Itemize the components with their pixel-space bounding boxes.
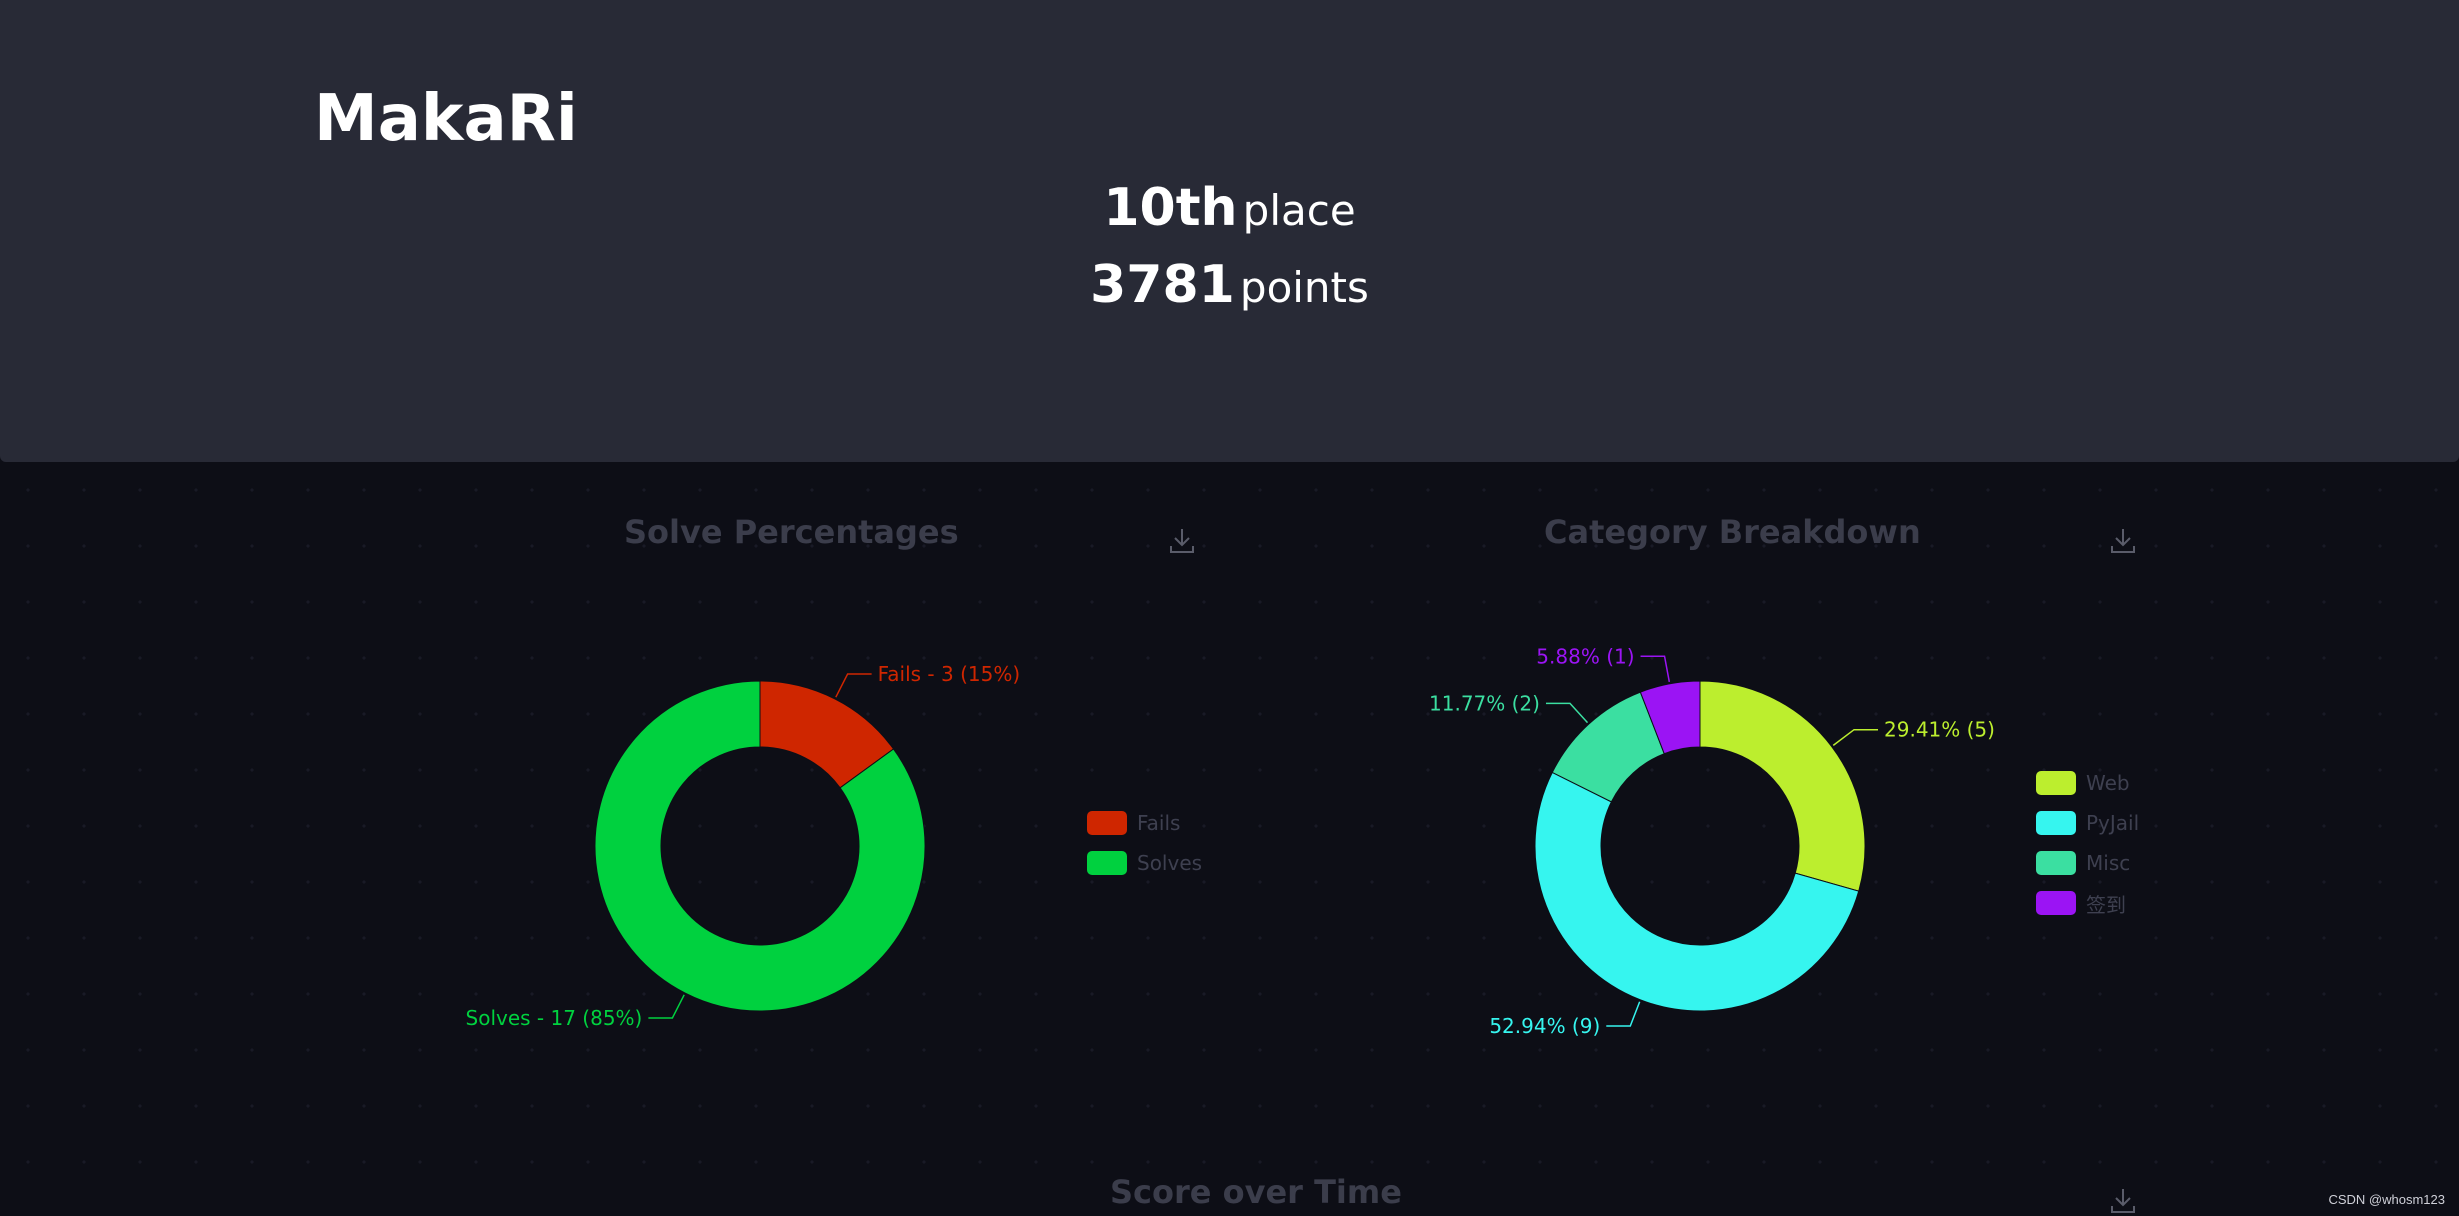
team-header: MakaRi 10th place 3781 points xyxy=(0,0,2459,462)
pie-label-1-2: 11.77% (2) xyxy=(1429,691,1540,715)
pie-label-0-1: Solves - 17 (85%) xyxy=(466,1006,643,1030)
stats-content: Solve Percentages Fails - 3 (15%) Solves … xyxy=(0,462,2459,1215)
pie-slice-0-1[interactable] xyxy=(594,680,926,1012)
legend-item-1-3[interactable]: 签到 xyxy=(2036,883,2139,923)
pie-leader-line-1-2 xyxy=(1545,702,1589,724)
solve-download-button[interactable] xyxy=(1167,526,1197,556)
legend-item-1-0[interactable]: Web xyxy=(2036,763,2139,803)
watermark: CSDN @whosm123 xyxy=(2328,1192,2445,1207)
solve-percentages-title: Solve Percentages xyxy=(624,513,959,551)
legend-label: Web xyxy=(2086,771,2130,795)
legend-label: Misc xyxy=(2086,851,2131,875)
category-download-button[interactable] xyxy=(2108,526,2138,556)
category-legend: Web PyJail Misc 签到 xyxy=(2036,763,2139,923)
legend-label: 签到 xyxy=(2086,892,2126,917)
legend-item-0-1[interactable]: Solves xyxy=(1087,843,1202,883)
pie-slice-1-3[interactable] xyxy=(1639,680,1701,755)
points-unit: points xyxy=(1239,263,1369,312)
pie-label-1-0: 29.41% (5) xyxy=(1884,718,1995,742)
pie-leader-line-0-0 xyxy=(835,673,872,698)
category-breakdown-chart: 29.41% (5) 52.94% (9) 11.77% (2) 5.88% (1) xyxy=(1429,644,1995,1038)
solve-percentages-chart: Fails - 3 (15%) Solves - 17 (85%) xyxy=(466,662,1021,1030)
legend-swatch xyxy=(1087,811,1127,835)
legend-swatch xyxy=(2036,811,2076,835)
pie-label-1-1: 52.94% (9) xyxy=(1489,1014,1600,1038)
download-icon xyxy=(2111,529,2135,553)
pie-leader-line-0-1 xyxy=(648,994,685,1019)
legend-swatch xyxy=(2036,851,2076,875)
place-unit: place xyxy=(1242,186,1356,235)
score-download-button[interactable] xyxy=(2108,1186,2138,1216)
team-place: 10th place xyxy=(0,178,2459,238)
pie-leader-line-1-0 xyxy=(1832,728,1879,746)
pie-slice-1-0[interactable] xyxy=(1699,680,1866,892)
legend-swatch xyxy=(2036,771,2076,795)
legend-item-1-1[interactable]: PyJail xyxy=(2036,803,2139,843)
pie-label-0-0: Fails - 3 (15%) xyxy=(878,662,1021,686)
legend-label: Solves xyxy=(1137,851,1203,875)
pie-leader-line-1-3 xyxy=(1640,655,1671,682)
legend-label: Fails xyxy=(1137,811,1181,835)
team-name: MakaRi xyxy=(314,82,578,156)
pie-slice-1-1[interactable] xyxy=(1534,771,1860,1012)
pie-leader-line-1-1 xyxy=(1606,1001,1641,1027)
category-breakdown-title: Category Breakdown xyxy=(1544,513,1921,551)
pie-label-1-3: 5.88% (1) xyxy=(1536,644,1634,668)
download-icon xyxy=(1170,529,1194,553)
legend-swatch xyxy=(1087,851,1127,875)
solve-legend: Fails Solves xyxy=(1087,803,1202,883)
download-icon xyxy=(2111,1189,2135,1213)
legend-item-1-2[interactable]: Misc xyxy=(2036,843,2139,883)
team-points: 3781 points xyxy=(0,255,2459,315)
legend-label: PyJail xyxy=(2086,811,2140,835)
points-number: 3781 xyxy=(1090,255,1235,315)
place-number: 10th xyxy=(1103,178,1238,238)
legend-item-0-0[interactable]: Fails xyxy=(1087,803,1202,843)
score-over-time-title: Score over Time xyxy=(1110,1173,1402,1211)
legend-swatch xyxy=(2036,891,2076,915)
